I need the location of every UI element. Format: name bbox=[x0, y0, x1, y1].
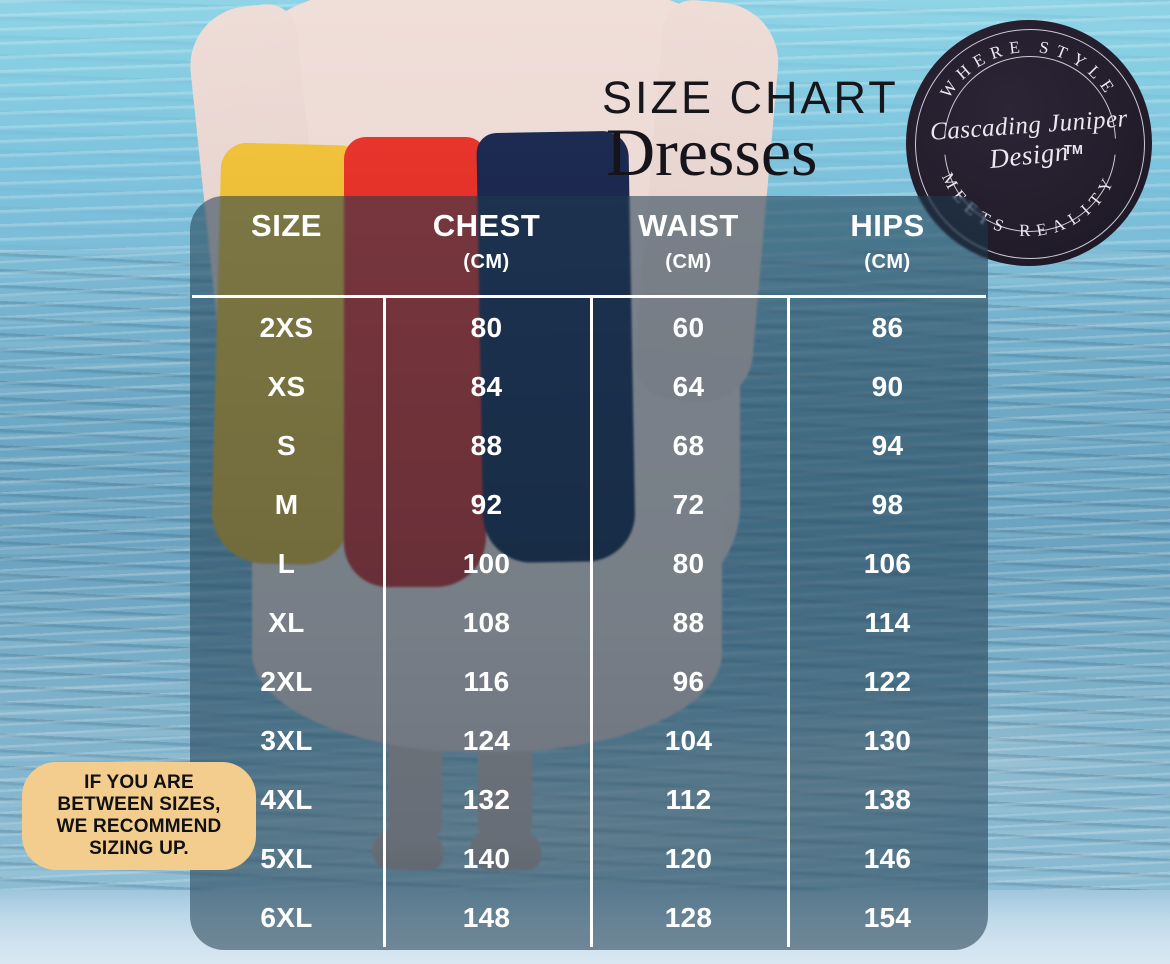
cell-chest: 116 bbox=[463, 665, 510, 697]
table-row: 6XL 148 128 154 bbox=[190, 888, 988, 947]
cell-size: 2XL bbox=[260, 665, 313, 697]
chart-eyebrow-title: SIZE CHART bbox=[602, 72, 899, 123]
column-header-size: SIZE bbox=[190, 208, 383, 244]
cell-waist: 88 bbox=[672, 606, 705, 638]
logo-arc-top-text: WHERE STYLE bbox=[936, 37, 1114, 102]
logo-trademark: TM bbox=[1064, 142, 1083, 157]
sizing-note-line: IF YOU ARE bbox=[84, 771, 194, 793]
cell-size: L bbox=[277, 547, 296, 579]
cell-chest: 80 bbox=[470, 311, 503, 343]
cell-waist: 96 bbox=[672, 665, 705, 697]
cell-waist: 68 bbox=[672, 429, 705, 461]
cell-chest: 124 bbox=[462, 724, 511, 756]
cell-size: 4XL bbox=[260, 783, 313, 815]
column-divider-1 bbox=[383, 295, 386, 947]
cell-chest: 140 bbox=[462, 842, 511, 874]
cell-size: M bbox=[274, 488, 299, 520]
column-header-waist: WAIST (CM) bbox=[590, 208, 787, 274]
cell-chest: 88 bbox=[470, 429, 503, 461]
table-row: 3XL 124 104 130 bbox=[190, 711, 988, 770]
cell-hips: 90 bbox=[871, 370, 904, 402]
cell-hips: 146 bbox=[863, 842, 912, 874]
cell-chest: 148 bbox=[462, 901, 511, 933]
cell-waist: 72 bbox=[672, 488, 705, 520]
cell-hips: 130 bbox=[863, 724, 912, 756]
table-row: 4XL 132 112 138 bbox=[190, 770, 988, 829]
cell-hips: 86 bbox=[871, 311, 904, 343]
table-row: XS 84 64 90 bbox=[190, 357, 988, 416]
sizing-note-line: BETWEEN SIZES, bbox=[57, 793, 221, 815]
sizing-note-line: SIZING UP. bbox=[89, 838, 189, 860]
table-row: M 92 72 98 bbox=[190, 475, 988, 534]
cell-size: XS bbox=[267, 370, 306, 402]
sizing-note-line: WE RECOMMEND bbox=[56, 816, 222, 837]
table-row: L 100 80 106 bbox=[190, 534, 988, 593]
table-row: S 88 68 94 bbox=[190, 416, 988, 475]
svg-text:WHERE STYLE: WHERE STYLE bbox=[936, 37, 1121, 102]
column-header-chest: CHEST (CM) bbox=[383, 208, 590, 274]
cell-size: 5XL bbox=[260, 842, 313, 874]
size-table-panel: SIZE CHEST (CM) WAIST (CM) HIPS (CM) 2XS… bbox=[190, 196, 988, 950]
size-table-header: SIZE CHEST (CM) WAIST (CM) HIPS (CM) bbox=[190, 196, 988, 296]
cell-chest: 100 bbox=[462, 547, 511, 579]
column-header-chest-unit: (CM) bbox=[463, 251, 510, 273]
column-header-waist-unit: (CM) bbox=[665, 251, 712, 273]
table-row: 2XL 116 96 122 bbox=[190, 652, 988, 711]
column-header-hips-label: HIPS bbox=[850, 208, 925, 243]
cell-hips: 98 bbox=[871, 488, 904, 520]
cell-size: S bbox=[277, 429, 296, 461]
cell-chest: 132 bbox=[462, 783, 511, 815]
cell-chest: 92 bbox=[470, 488, 503, 520]
cell-waist: 64 bbox=[672, 370, 705, 402]
cell-chest: 84 bbox=[470, 370, 503, 402]
size-table-body: 2XS 80 60 86 XS 84 64 90 S 88 68 94 M 92 72 98 L 100 80 106… bbox=[190, 298, 988, 947]
table-row: XL 108 88 114 bbox=[190, 593, 988, 652]
table-row: 2XS 80 60 86 bbox=[190, 298, 988, 357]
cell-size: 2XS bbox=[259, 311, 314, 343]
column-divider-2 bbox=[590, 295, 593, 947]
cell-waist: 128 bbox=[664, 901, 713, 933]
cell-size: 6XL bbox=[260, 901, 313, 933]
column-divider-3 bbox=[787, 295, 790, 947]
cell-hips: 154 bbox=[863, 901, 912, 933]
cell-waist: 60 bbox=[672, 311, 705, 343]
cell-waist: 112 bbox=[665, 783, 712, 815]
sizing-note-text: IF YOU ARE BETWEEN SIZES, WE RECOMMEND SIZI… bbox=[57, 772, 222, 861]
table-row: 5XL 140 120 146 bbox=[190, 829, 988, 888]
column-header-hips-unit: (CM) bbox=[864, 251, 911, 273]
chart-main-title: Dresses bbox=[606, 114, 818, 190]
cell-hips: 114 bbox=[864, 606, 911, 638]
logo-outer-ring bbox=[915, 29, 1145, 259]
cell-hips: 106 bbox=[863, 547, 912, 579]
cell-hips: 94 bbox=[871, 429, 904, 461]
sizing-note-badge: IF YOU ARE BETWEEN SIZES, WE RECOMMEND SIZI… bbox=[22, 762, 256, 870]
cell-waist: 120 bbox=[664, 842, 713, 874]
cell-hips: 138 bbox=[863, 783, 912, 815]
column-header-waist-label: WAIST bbox=[638, 208, 739, 243]
column-header-hips: HIPS (CM) bbox=[787, 208, 988, 274]
header-divider-line bbox=[192, 295, 986, 298]
cell-size: 3XL bbox=[260, 724, 313, 756]
cell-size: XL bbox=[268, 606, 305, 638]
cell-chest: 108 bbox=[462, 606, 511, 638]
column-header-size-label: SIZE bbox=[251, 208, 322, 243]
cell-waist: 80 bbox=[672, 547, 705, 579]
column-header-chest-label: CHEST bbox=[432, 208, 541, 243]
cell-waist: 104 bbox=[664, 724, 713, 756]
cell-hips: 122 bbox=[863, 665, 912, 697]
